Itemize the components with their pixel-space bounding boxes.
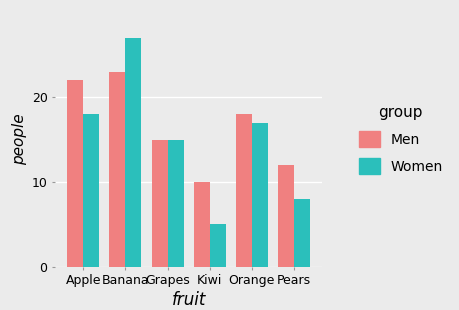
Legend: Men, Women: Men, Women bbox=[353, 99, 448, 180]
Bar bbox=[125, 38, 141, 267]
X-axis label: fruit: fruit bbox=[171, 291, 205, 309]
Bar bbox=[83, 114, 99, 267]
Y-axis label: people: people bbox=[12, 114, 28, 165]
Bar bbox=[251, 122, 267, 267]
Bar bbox=[277, 165, 293, 267]
Bar bbox=[235, 114, 251, 267]
Bar bbox=[293, 199, 309, 267]
Bar bbox=[67, 80, 83, 267]
Bar bbox=[193, 182, 209, 267]
Bar bbox=[209, 224, 225, 267]
Bar bbox=[167, 140, 183, 267]
Bar bbox=[151, 140, 167, 267]
Bar bbox=[109, 72, 125, 267]
